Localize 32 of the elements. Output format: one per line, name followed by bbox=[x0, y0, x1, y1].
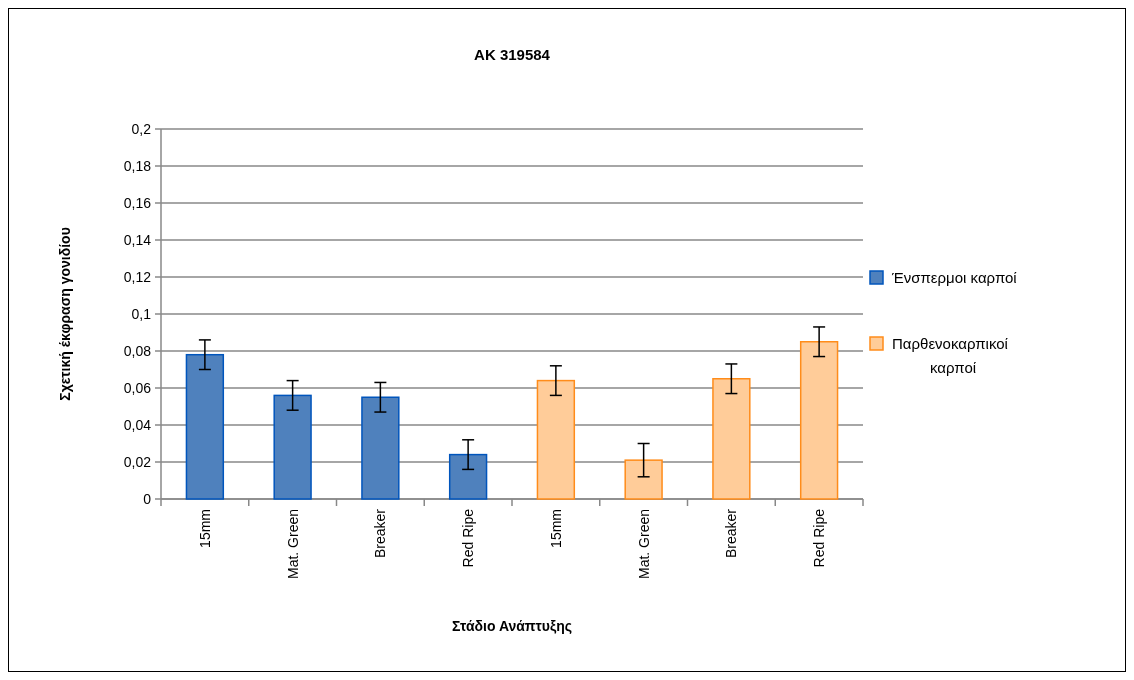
x-tick-label: Red Ripe bbox=[460, 508, 477, 568]
chart-title: AK 319584 bbox=[474, 46, 551, 63]
bar bbox=[273, 394, 312, 500]
x-tick-label: Mat. Green bbox=[635, 509, 652, 580]
y-tick-label: 0 bbox=[143, 490, 152, 507]
x-tick-label: 15mm bbox=[547, 509, 564, 548]
x-tick-label: Mat. Green bbox=[284, 509, 301, 580]
y-tick-label: 0,06 bbox=[123, 379, 152, 396]
x-tick-label: 15mm bbox=[196, 509, 213, 548]
x-tick-label: Red Ripe bbox=[811, 508, 828, 568]
y-tick-label: 0,12 bbox=[123, 268, 152, 285]
y-tick-label: 0,2 bbox=[131, 120, 152, 137]
x-tick-label: Breaker bbox=[723, 508, 740, 559]
y-tick-label: 0,02 bbox=[123, 453, 152, 470]
bar bbox=[712, 378, 751, 500]
y-axis-title: Σχετική έκφραση γονιδίου bbox=[57, 227, 73, 401]
y-tick-label: 0,08 bbox=[123, 342, 152, 359]
bar bbox=[185, 353, 225, 500]
y-tick-label: 0,1 bbox=[131, 305, 152, 322]
bar bbox=[799, 341, 839, 500]
legend-label: Παρθενοκαρπικοί καρποί bbox=[892, 335, 1009, 377]
y-tick-label: 0,16 bbox=[123, 194, 152, 211]
x-axis-title: Στάδιο Ανάπτυξης bbox=[451, 618, 573, 634]
bar bbox=[448, 453, 488, 500]
x-tick-label: Breaker bbox=[372, 508, 389, 559]
y-tick-label: 0,14 bbox=[123, 231, 152, 248]
y-tick-label: 0,18 bbox=[123, 157, 152, 174]
bar bbox=[361, 396, 400, 500]
legend-label: Ένσπερμοι καρποί bbox=[891, 269, 1018, 287]
bar bbox=[536, 379, 576, 500]
y-tick-label: 0,04 bbox=[123, 416, 152, 433]
bar bbox=[624, 459, 663, 500]
